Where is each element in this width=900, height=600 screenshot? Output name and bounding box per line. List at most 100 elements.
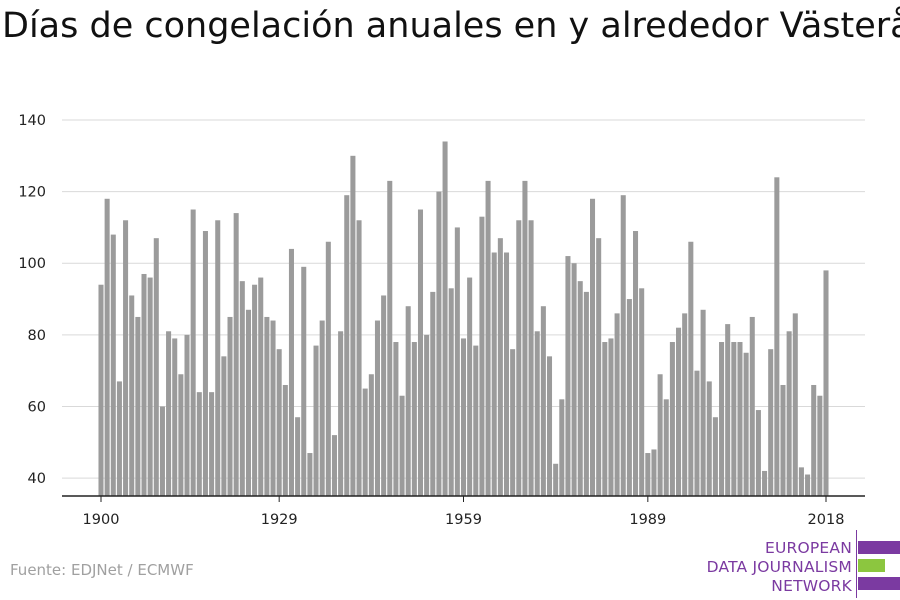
x-tick-label: 2018 — [808, 512, 845, 528]
bar-2002 — [725, 324, 731, 496]
bar-1986 — [626, 299, 632, 496]
bar-1966 — [503, 252, 510, 496]
bar-1959 — [460, 338, 467, 496]
bar-1962 — [479, 216, 485, 496]
bar-1903 — [116, 381, 122, 496]
bar-1964 — [491, 252, 497, 496]
bar-1965 — [497, 238, 503, 497]
bar-1995 — [682, 313, 688, 496]
y-tick-label: 120 — [18, 185, 46, 201]
bar-1939 — [338, 331, 344, 496]
bar-1911 — [166, 331, 172, 496]
bar-1957 — [448, 288, 454, 496]
bar-1967 — [510, 349, 516, 496]
bar-1944 — [368, 374, 374, 496]
bar-1985 — [620, 195, 626, 496]
bar-2004 — [737, 342, 743, 496]
bar-1990 — [651, 449, 657, 496]
bar-1914 — [184, 334, 190, 496]
bar-1952 — [417, 209, 424, 496]
bar-1926 — [258, 277, 264, 496]
bar-2010 — [774, 177, 780, 497]
bar-1930 — [282, 384, 288, 496]
logo-bar-purple-bottom — [858, 577, 900, 590]
x-tick-label: 1929 — [261, 512, 298, 528]
bar-1909 — [153, 238, 159, 497]
y-tick-label: 140 — [18, 113, 46, 129]
bar-1961 — [473, 345, 479, 496]
bar-1983 — [608, 338, 614, 496]
bar-2008 — [762, 470, 768, 496]
bar-1910 — [159, 406, 165, 496]
bar-2007 — [755, 410, 761, 496]
bar-1942 — [356, 220, 362, 496]
bar-2000 — [712, 417, 718, 496]
bar-2016 — [811, 384, 817, 496]
bar-2009 — [768, 349, 774, 496]
bar-1988 — [639, 288, 645, 496]
bar-1972 — [540, 306, 546, 496]
bar-1908 — [147, 277, 153, 496]
bar-1935 — [313, 345, 319, 496]
bar-1999 — [706, 381, 712, 496]
source-label: Fuente: EDJNet / ECMWF — [10, 561, 194, 579]
bar-2018 — [823, 270, 829, 496]
bar-1912 — [172, 338, 178, 496]
logo-line-2: DATA JOURNALISM — [706, 558, 852, 576]
bar-1925 — [252, 284, 258, 496]
bar-1969 — [522, 180, 528, 496]
bar-1979 — [583, 291, 589, 496]
x-tick-label: 1900 — [83, 512, 120, 528]
bar-1971 — [534, 331, 540, 496]
x-tick-label: 1959 — [445, 512, 482, 528]
bar-1974 — [553, 463, 559, 496]
bar-1945 — [374, 320, 380, 496]
bar-1915 — [190, 209, 196, 496]
bar-1970 — [528, 220, 534, 496]
bar-1992 — [663, 399, 669, 496]
bar-1984 — [614, 313, 620, 496]
bar-1904 — [123, 220, 129, 496]
bar-1943 — [362, 388, 368, 496]
edjnet-logo-text: EUROPEAN DATA JOURNALISM NETWORK — [707, 539, 852, 596]
bar-1981 — [596, 238, 602, 497]
bar-1927 — [264, 316, 270, 496]
x-tick-label: 1989 — [629, 512, 666, 528]
bar-2015 — [805, 474, 811, 496]
bar-1996 — [688, 241, 694, 496]
bar-1982 — [602, 342, 608, 496]
bar-1968 — [516, 220, 522, 496]
bar-1921 — [227, 316, 233, 496]
bar-1998 — [700, 309, 706, 496]
bar-1948 — [393, 342, 399, 496]
bar-1975 — [559, 399, 565, 496]
bar-1989 — [645, 453, 651, 496]
bar-1931 — [288, 248, 294, 496]
bar-1913 — [178, 374, 184, 496]
bar-1906 — [135, 316, 141, 496]
bar-1917 — [202, 231, 208, 496]
bar-1937 — [325, 241, 331, 496]
bar-1938 — [331, 435, 337, 496]
bar-2001 — [719, 342, 725, 496]
bar-1900 — [98, 284, 104, 496]
bar-1928 — [270, 320, 276, 496]
bar-2014 — [798, 467, 804, 496]
logo-divider — [856, 530, 857, 598]
bar-2011 — [780, 384, 786, 496]
bar-1924 — [245, 309, 251, 496]
bar-1934 — [307, 453, 313, 496]
bar-1941 — [350, 155, 356, 496]
bar-1918 — [209, 392, 215, 496]
bar-1920 — [221, 356, 227, 496]
bar-1936 — [319, 320, 325, 496]
bar-1956 — [442, 141, 448, 497]
bar-1949 — [399, 395, 405, 496]
bar-1978 — [577, 281, 583, 496]
bar-1919 — [215, 220, 221, 496]
logo-bar-green — [858, 559, 885, 572]
bar-2003 — [731, 342, 737, 496]
bar-1901 — [104, 198, 110, 496]
y-tick-label: 80 — [28, 328, 46, 344]
